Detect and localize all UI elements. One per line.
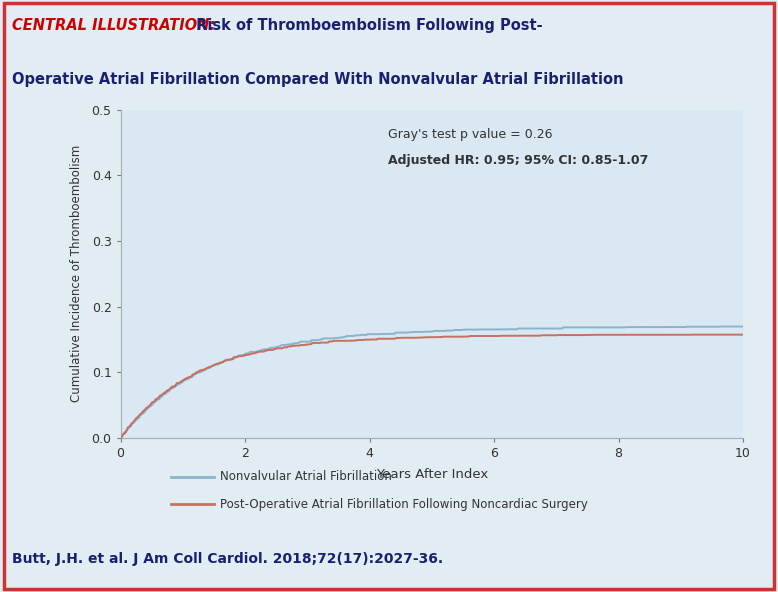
Text: Operative Atrial Fibrillation Compared With Nonvalvular Atrial Fibrillation: Operative Atrial Fibrillation Compared W… [12,72,623,88]
Text: Post-Operative Atrial Fibrillation Following Noncardiac Surgery: Post-Operative Atrial Fibrillation Follo… [220,498,588,511]
Text: Risk of Thromboembolism Following Post-: Risk of Thromboembolism Following Post- [191,18,542,33]
X-axis label: Years After Index: Years After Index [376,468,488,481]
Text: Nonvalvular Atrial Fibrillation: Nonvalvular Atrial Fibrillation [220,470,392,483]
Text: Butt, J.H. et al. J Am Coll Cardiol. 2018;72(17):2027-36.: Butt, J.H. et al. J Am Coll Cardiol. 201… [12,552,443,567]
Text: Adjusted HR: 0.95; 95% CI: 0.85-1.07: Adjusted HR: 0.95; 95% CI: 0.85-1.07 [388,154,649,167]
Text: CENTRAL ILLUSTRATION:: CENTRAL ILLUSTRATION: [12,18,215,33]
Y-axis label: Cumulative Incidence of Thromboembolism: Cumulative Incidence of Thromboembolism [70,145,83,403]
Text: Gray's test p value = 0.26: Gray's test p value = 0.26 [388,128,552,140]
